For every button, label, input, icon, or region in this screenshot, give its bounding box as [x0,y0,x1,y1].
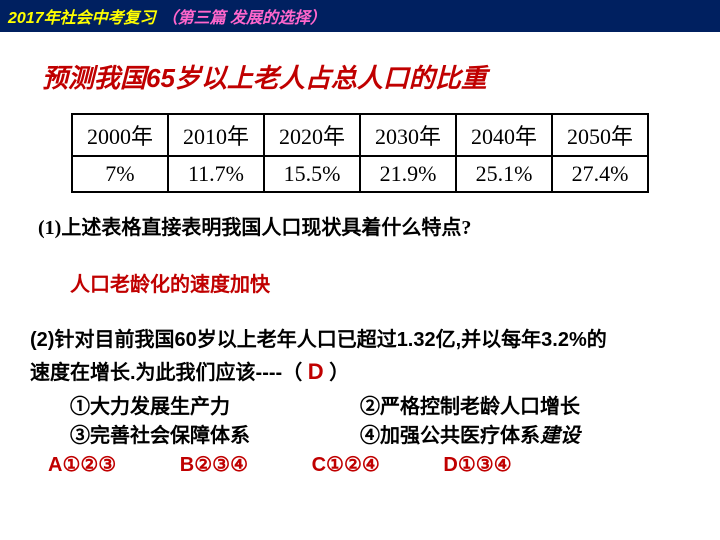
question-2: (2)针对目前我国60岁以上老年人口已超过1.32亿,并以每年3.2%的 速度在… [30,325,690,388]
choice-b: B②③④ [180,454,248,476]
table-cell: 2050年 [552,114,648,156]
option-4: ④加强公共医疗体系建设 [360,419,580,448]
table-cell: 2010年 [168,114,264,156]
table-cell: 7% [72,156,168,192]
table-cell: 27.4% [552,156,648,192]
header-text-pink: （第三篇 发展的选择） [162,4,326,28]
option-3: ③完善社会保障体系 [30,419,360,448]
table-cell: 21.9% [360,156,456,192]
slide-title: 预测我国65岁以上老人占总人口的比重 [42,58,690,95]
table-cell: 2000年 [72,114,168,156]
answer-1: 人口老龄化的速度加快 [70,268,690,297]
choice-a: A①②③ [48,454,116,476]
table-cell: 25.1% [456,156,552,192]
table-cell: 2020年 [264,114,360,156]
table-cell: 11.7% [168,156,264,192]
question-1: (1)上述表格直接表明我国人口现状具着什么特点? [38,211,690,240]
q2-line2-post: ） [324,362,350,384]
q2-line2-pre: 速度在增长.为此我们应该----（ [30,362,308,384]
option-4-main: ④加强公共医疗体系 [360,425,540,447]
q2-line1: (2)针对目前我国60岁以上老年人口已超过1.32亿,并以每年3.2%的 [30,329,607,351]
data-table: 2000年 2010年 2020年 2030年 2040年 2050年 7% 1… [71,113,649,193]
options-row-2: ③完善社会保障体系 ④加强公共医疗体系建设 [30,419,690,448]
answer-choices: A①②③ B②③④ C①②④ D①③④ [48,452,690,477]
choice-c: C①②④ [312,454,380,476]
choice-d: D①③④ [443,454,511,476]
option-2: ②严格控制老龄人口增长 [360,390,580,419]
content-area: 预测我国65岁以上老人占总人口的比重 2000年 2010年 2020年 203… [0,32,720,477]
header-bar: 2017年社会中考复习 （第三篇 发展的选择） [0,0,720,32]
option-4-tail: 建设 [540,425,580,447]
options-block: ①大力发展生产力 ②严格控制老龄人口增长 ③完善社会保障体系 ④加强公共医疗体系… [30,390,690,448]
table-cell: 2040年 [456,114,552,156]
table-row: 2000年 2010年 2020年 2030年 2040年 2050年 [72,114,648,156]
option-1: ①大力发展生产力 [30,390,360,419]
table-cell: 2030年 [360,114,456,156]
options-row-1: ①大力发展生产力 ②严格控制老龄人口增长 [30,390,690,419]
q2-answer: D [308,359,324,384]
table-row: 7% 11.7% 15.5% 21.9% 25.1% 27.4% [72,156,648,192]
header-text-yellow: 2017年社会中考复习 [8,4,156,28]
table-cell: 15.5% [264,156,360,192]
